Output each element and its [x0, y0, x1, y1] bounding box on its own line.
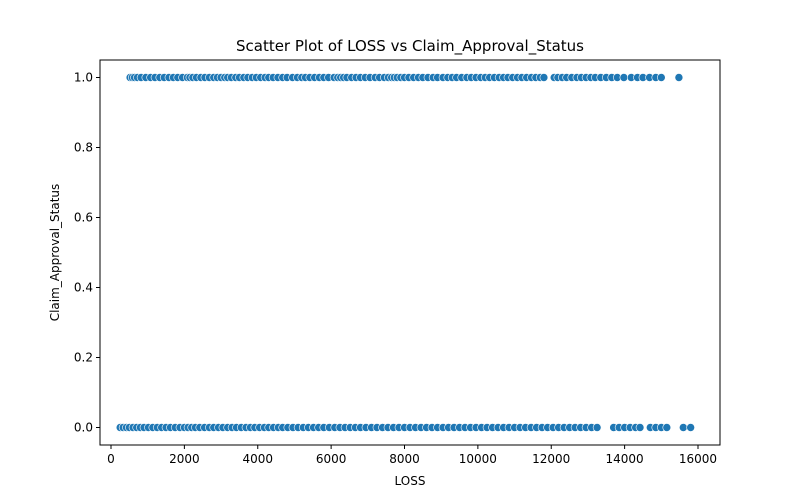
chart-title: Scatter Plot of LOSS vs Claim_Approval_S…: [236, 37, 584, 56]
x-tick-label: 0: [107, 452, 115, 466]
data-point: [539, 73, 549, 82]
y-tick-label: 0.2: [74, 351, 93, 365]
y-tick-label: 0.0: [74, 421, 93, 435]
y-tick-label: 0.4: [74, 281, 93, 295]
y-tick-label: 1.0: [74, 71, 93, 85]
data-points: [115, 73, 695, 432]
y-axis-label: Claim_Approval_Status: [48, 184, 62, 322]
y-tick-label: 0.8: [74, 141, 93, 155]
x-tick-label: 4000: [242, 452, 273, 466]
data-point: [674, 73, 684, 82]
data-point: [619, 73, 629, 82]
data-point: [662, 423, 672, 432]
x-tick-label: 16000: [679, 452, 717, 466]
x-tick-label: 12000: [532, 452, 570, 466]
x-tick-label: 2000: [169, 452, 200, 466]
data-point: [592, 423, 602, 432]
x-tick-label: 14000: [606, 452, 644, 466]
data-point: [679, 423, 688, 432]
x-tick-label: 6000: [316, 452, 347, 466]
data-point: [635, 423, 645, 432]
data-point: [686, 423, 695, 432]
x-tick-label: 8000: [389, 452, 420, 466]
x-axis-ticks: 0 2000 4000 6000 8000 10000 12000 14000 16000: [107, 445, 717, 466]
plot-area-frame: [99, 59, 721, 446]
y-axis-ticks: 0.0 0.2 0.4 0.6 0.8 1.0: [74, 71, 100, 435]
x-axis-label: LOSS: [395, 474, 426, 488]
x-tick-label: 10000: [459, 452, 497, 466]
data-point: [656, 73, 666, 82]
y-tick-label: 0.6: [74, 211, 93, 225]
